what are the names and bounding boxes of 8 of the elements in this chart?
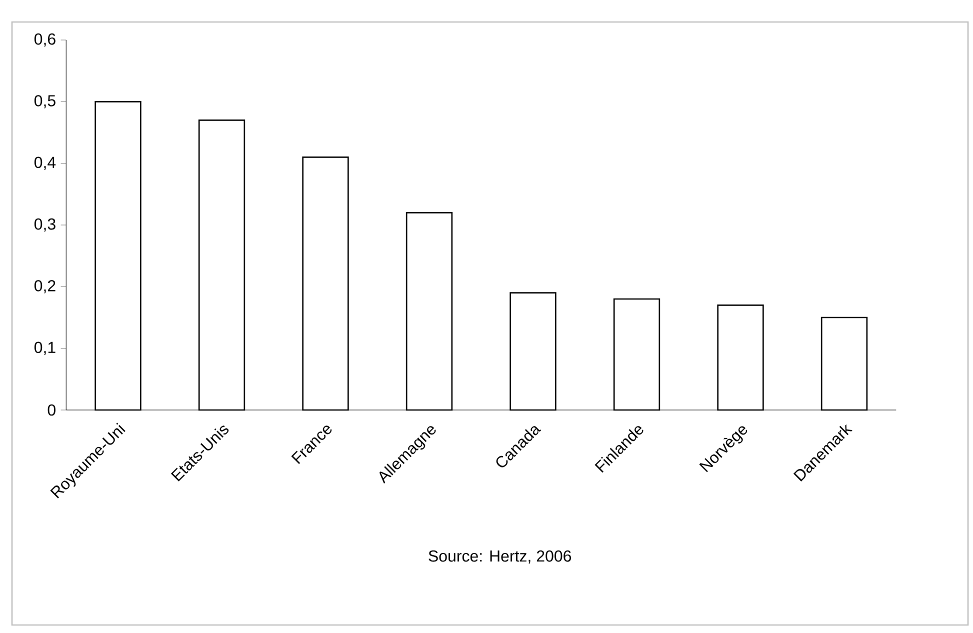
y-tick-label: 0,2: [34, 280, 56, 294]
y-tick-label: 0,5: [34, 95, 56, 108]
y-tick-label: 0,1: [34, 342, 56, 355]
y-tick-label: 0,4: [34, 156, 56, 170]
y-tick-label: 0,3: [34, 218, 56, 232]
y-tick-label: 0: [48, 404, 56, 416]
y-tick-label: 0,6: [34, 33, 56, 47]
source-note: Source: Hertz, 2006: [428, 550, 572, 564]
